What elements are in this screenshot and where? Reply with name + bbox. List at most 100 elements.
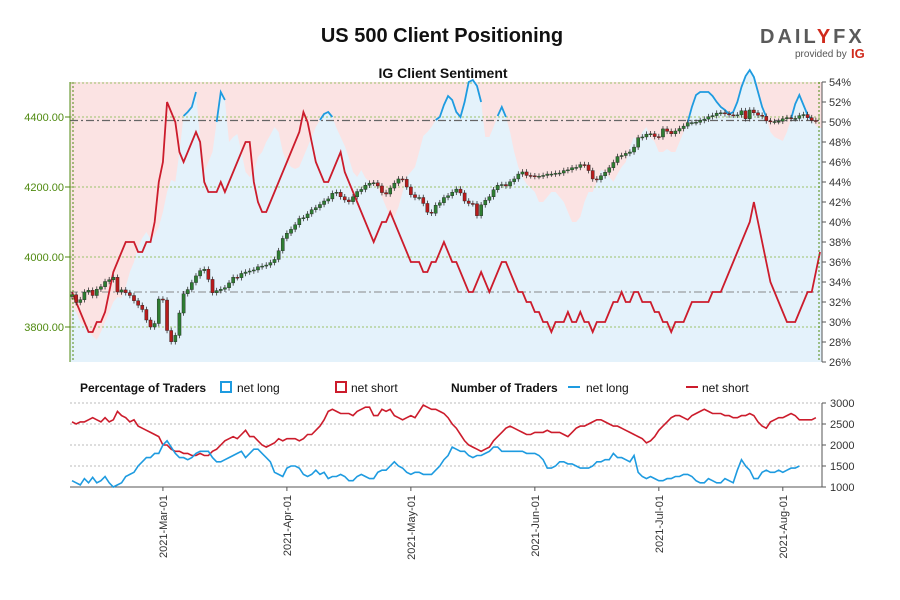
candle-body xyxy=(632,146,636,153)
number-of-traders-label: Number of Traders xyxy=(451,381,558,395)
net-short-line xyxy=(71,101,821,335)
candle-body xyxy=(438,202,442,206)
candle-body xyxy=(590,170,595,180)
percent-tick-label: 52% xyxy=(829,97,851,109)
legend-row: Percentage of Traders net long net short… xyxy=(80,381,749,395)
candle-body xyxy=(338,192,343,198)
percent-tick-label: 48% xyxy=(829,137,851,149)
candle-body xyxy=(814,120,818,122)
pct-short-legend-swatch xyxy=(335,381,347,393)
candle-body xyxy=(698,120,702,123)
page-title: US 500 Client Positioning xyxy=(321,25,563,47)
count-tick-label: 1500 xyxy=(830,461,854,473)
candle-body xyxy=(297,218,302,226)
price-tick-label: 4400.00 xyxy=(24,112,64,124)
net-long-count-line xyxy=(71,439,800,488)
candle-body xyxy=(396,178,401,184)
candle-body xyxy=(413,194,417,198)
candle-body xyxy=(305,213,310,218)
candle-body xyxy=(553,173,558,175)
candle-body xyxy=(685,122,690,127)
candle-body xyxy=(574,167,578,169)
candle-body xyxy=(475,203,479,216)
pct-short-legend-label: net short xyxy=(351,381,398,395)
candle-body xyxy=(615,156,620,163)
candle-body xyxy=(161,298,165,301)
brand-wordmark: DAILYFX xyxy=(760,26,865,48)
candle-body xyxy=(177,312,182,336)
candle-body xyxy=(508,181,512,187)
candle-body xyxy=(731,114,736,117)
candle-body xyxy=(760,115,764,117)
candle-body xyxy=(661,128,665,138)
candle-body xyxy=(235,277,240,279)
date-tick-label: 2021-Mar-01 xyxy=(158,495,170,558)
candle-body xyxy=(714,112,719,116)
candle-body xyxy=(752,109,756,113)
candle-body xyxy=(690,122,694,124)
candle-body xyxy=(347,199,351,202)
candle-body xyxy=(128,292,132,296)
candle-body xyxy=(99,286,103,290)
candle-body xyxy=(743,110,748,119)
candle-body xyxy=(619,155,624,157)
net-long-area xyxy=(70,70,822,362)
percent-tick-label: 26% xyxy=(829,357,851,369)
candle-body xyxy=(652,133,657,137)
candle-body xyxy=(301,217,306,220)
candle-body xyxy=(433,204,438,214)
candle-body xyxy=(611,162,616,168)
candle-body xyxy=(293,224,297,230)
candle-body xyxy=(276,250,281,260)
percent-tick-label: 38% xyxy=(829,237,851,249)
candle-body xyxy=(94,289,99,296)
num-short-legend-label: net short xyxy=(702,381,749,395)
percent-axis: 26% 28% 30% 32% 34% 36% 38% 40% 42% 44% 46% 48% 50% 5… xyxy=(821,77,851,369)
candle-body xyxy=(156,298,161,324)
candle-body xyxy=(380,185,384,193)
candle-body xyxy=(702,118,707,121)
candle-body xyxy=(206,269,211,280)
candle-body xyxy=(549,173,554,176)
date-axis: 2021-Mar-01 2021-Apr-01 2021-May-01 2021-Ju… xyxy=(158,487,790,560)
candle-body xyxy=(450,192,454,196)
candle-body xyxy=(256,266,260,271)
candle-body xyxy=(90,290,95,296)
count-tick-label: 2500 xyxy=(830,419,854,431)
candle-body xyxy=(376,182,380,187)
candle-body xyxy=(524,171,529,176)
candle-body xyxy=(227,282,231,288)
trader-count-plot xyxy=(70,402,822,488)
candle-body xyxy=(334,192,339,194)
candle-body xyxy=(528,175,533,177)
candle-body xyxy=(264,264,269,267)
candle-body xyxy=(586,164,591,171)
candle-body xyxy=(727,113,731,116)
candle-body xyxy=(599,175,603,180)
percent-tick-label: 42% xyxy=(829,197,851,209)
candle-body xyxy=(595,178,599,181)
count-tick-label: 3000 xyxy=(830,398,854,410)
candle-body xyxy=(578,164,583,168)
candle-body xyxy=(185,289,190,294)
candle-body xyxy=(326,198,331,202)
percent-tick-label: 40% xyxy=(829,217,851,229)
candle-body xyxy=(260,265,264,268)
candle-body xyxy=(545,173,550,176)
price-tick-label: 3800.00 xyxy=(24,322,64,334)
candle-body xyxy=(210,279,215,293)
candle-body xyxy=(223,287,227,290)
candle-body xyxy=(657,136,661,138)
price-tick-label: 4000.00 xyxy=(24,252,64,264)
trader-count-axis: 3000 2500 2000 1500 1000 xyxy=(821,398,854,494)
candle-body xyxy=(367,182,372,186)
date-tick-label: 2021-May-01 xyxy=(406,495,418,560)
candle-body xyxy=(314,207,318,210)
candle-body xyxy=(669,131,674,135)
candle-body xyxy=(351,196,355,202)
candle-body xyxy=(359,189,364,192)
candle-body xyxy=(756,112,760,116)
candle-body xyxy=(516,173,521,180)
candle-body xyxy=(541,175,545,177)
num-long-legend-label: net long xyxy=(586,381,629,395)
